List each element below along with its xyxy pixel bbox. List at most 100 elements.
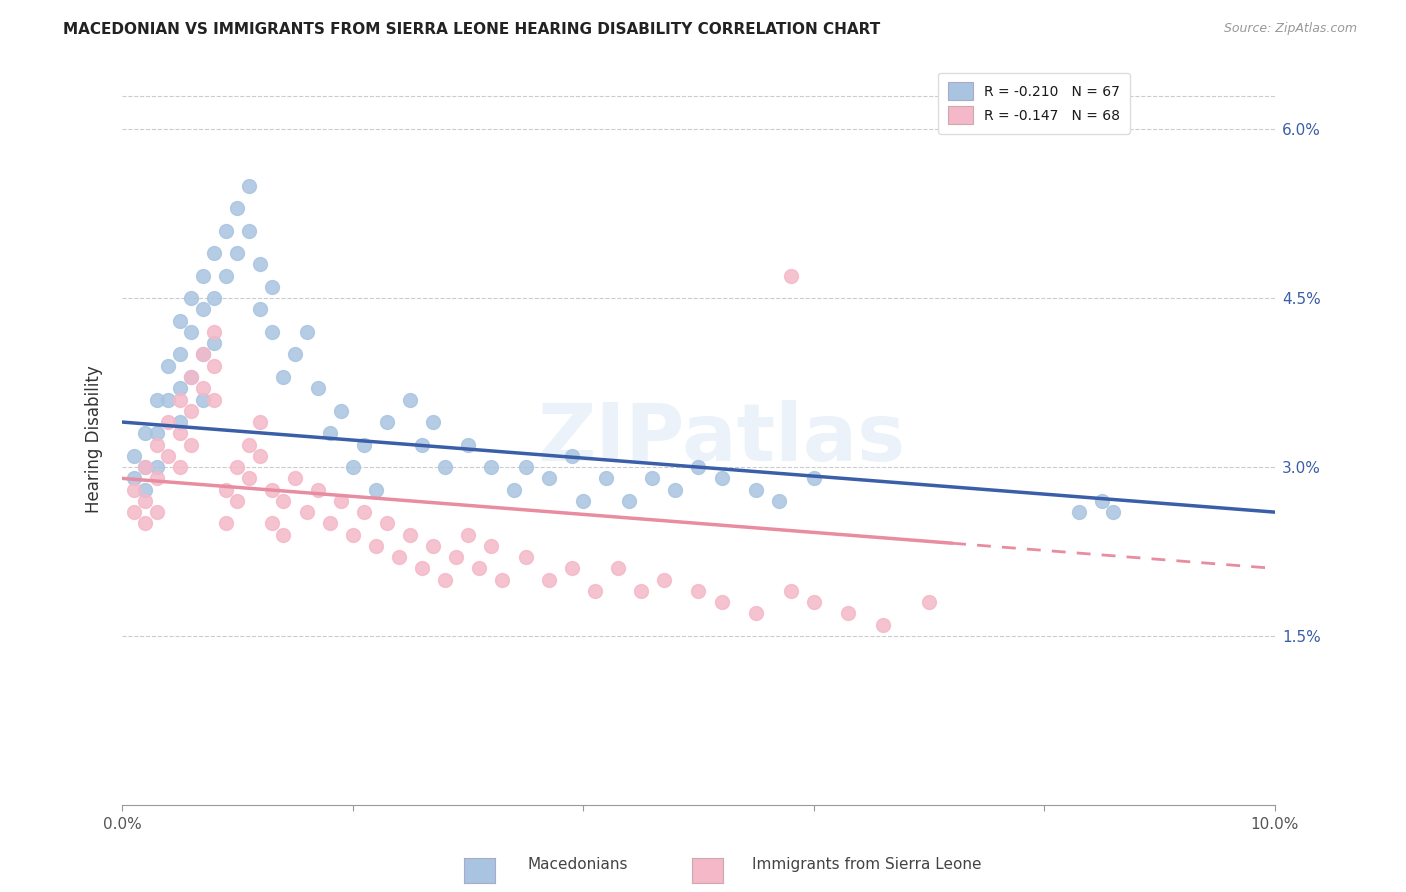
Point bbox=[422, 539, 444, 553]
Point bbox=[169, 392, 191, 407]
Point bbox=[399, 392, 422, 407]
Point bbox=[145, 460, 167, 475]
Point bbox=[664, 483, 686, 497]
Point bbox=[226, 246, 249, 260]
Point bbox=[180, 291, 202, 305]
Point bbox=[745, 607, 768, 621]
Point bbox=[145, 437, 167, 451]
Point bbox=[122, 449, 145, 463]
Point bbox=[215, 224, 238, 238]
Point bbox=[606, 561, 628, 575]
Point bbox=[260, 280, 283, 294]
Point bbox=[145, 392, 167, 407]
Point bbox=[688, 584, 710, 599]
Point bbox=[134, 460, 156, 475]
Point bbox=[226, 460, 249, 475]
Point bbox=[1067, 505, 1090, 519]
Point bbox=[215, 483, 238, 497]
Point bbox=[134, 460, 156, 475]
Point bbox=[284, 347, 307, 361]
Point bbox=[561, 561, 583, 575]
Point bbox=[180, 370, 202, 384]
Y-axis label: Hearing Disability: Hearing Disability bbox=[86, 365, 103, 513]
Point bbox=[745, 483, 768, 497]
Point bbox=[202, 359, 225, 373]
Point bbox=[479, 539, 502, 553]
Point bbox=[273, 527, 295, 541]
Point bbox=[768, 494, 790, 508]
Point bbox=[191, 392, 214, 407]
Point bbox=[238, 178, 260, 193]
Point bbox=[122, 471, 145, 485]
Point bbox=[284, 471, 307, 485]
Point bbox=[375, 516, 398, 531]
Point bbox=[479, 460, 502, 475]
Point bbox=[468, 561, 491, 575]
Point bbox=[307, 381, 329, 395]
Point bbox=[1102, 505, 1125, 519]
Point bbox=[249, 257, 271, 271]
Point bbox=[169, 381, 191, 395]
Point bbox=[364, 539, 387, 553]
Point bbox=[872, 617, 894, 632]
Point bbox=[191, 347, 214, 361]
Point bbox=[134, 426, 156, 441]
Point bbox=[399, 527, 422, 541]
Text: MACEDONIAN VS IMMIGRANTS FROM SIERRA LEONE HEARING DISABILITY CORRELATION CHART: MACEDONIAN VS IMMIGRANTS FROM SIERRA LEO… bbox=[63, 22, 880, 37]
Point bbox=[641, 471, 664, 485]
Point bbox=[191, 268, 214, 283]
Point bbox=[457, 437, 479, 451]
Point bbox=[330, 494, 353, 508]
Point bbox=[180, 325, 202, 339]
Point bbox=[307, 483, 329, 497]
Point bbox=[157, 415, 180, 429]
Point bbox=[353, 505, 375, 519]
Point bbox=[688, 460, 710, 475]
Point bbox=[537, 471, 560, 485]
Point bbox=[191, 381, 214, 395]
Point bbox=[238, 224, 260, 238]
Point bbox=[157, 359, 180, 373]
Point bbox=[249, 449, 271, 463]
Point bbox=[457, 527, 479, 541]
Point bbox=[375, 415, 398, 429]
Point bbox=[238, 471, 260, 485]
Point bbox=[342, 460, 364, 475]
Point bbox=[411, 437, 433, 451]
Point bbox=[330, 404, 353, 418]
Text: Macedonians: Macedonians bbox=[527, 857, 627, 872]
Point bbox=[491, 573, 513, 587]
Point bbox=[318, 426, 340, 441]
Point bbox=[388, 550, 411, 565]
Point bbox=[537, 573, 560, 587]
Point bbox=[779, 268, 801, 283]
Point bbox=[180, 370, 202, 384]
Point bbox=[295, 325, 318, 339]
Point bbox=[145, 471, 167, 485]
Point bbox=[561, 449, 583, 463]
Point bbox=[837, 607, 859, 621]
Point bbox=[169, 460, 191, 475]
Point bbox=[260, 483, 283, 497]
Point bbox=[202, 291, 225, 305]
Point bbox=[295, 505, 318, 519]
Point bbox=[191, 347, 214, 361]
Point bbox=[169, 415, 191, 429]
Point bbox=[134, 494, 156, 508]
Point bbox=[122, 483, 145, 497]
Point bbox=[779, 584, 801, 599]
Point bbox=[226, 494, 249, 508]
Point bbox=[803, 595, 825, 609]
Point bbox=[1091, 494, 1114, 508]
Point bbox=[353, 437, 375, 451]
Point bbox=[215, 268, 238, 283]
Point bbox=[260, 516, 283, 531]
Point bbox=[572, 494, 595, 508]
Point bbox=[226, 201, 249, 215]
Point bbox=[145, 505, 167, 519]
Point bbox=[433, 573, 456, 587]
Point bbox=[595, 471, 617, 485]
Point bbox=[180, 437, 202, 451]
Point bbox=[273, 494, 295, 508]
Point bbox=[157, 392, 180, 407]
